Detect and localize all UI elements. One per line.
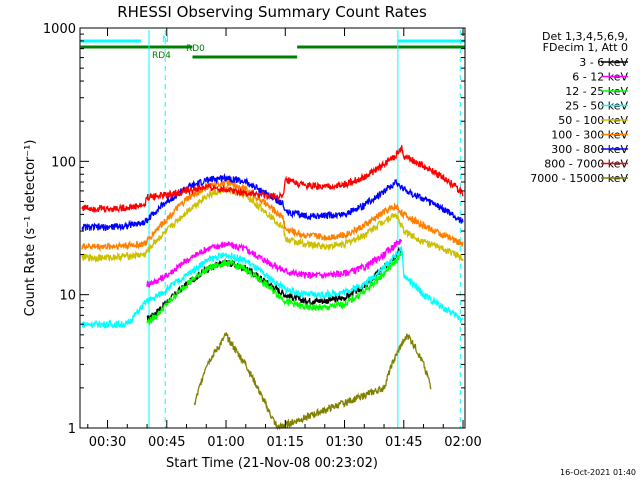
- y-tick-label: 10: [59, 289, 76, 304]
- x-tick-label: 01:30: [326, 435, 363, 450]
- x-tick-label: 02:00: [444, 435, 481, 450]
- legend-label: 25 - 50 keV: [565, 100, 628, 113]
- generation-timestamp: 16-Oct-2021 01:40: [560, 468, 636, 477]
- legend-label: 50 - 100 keV: [558, 114, 628, 127]
- series-lines: [81, 145, 464, 431]
- legend-label: 800 - 7000 keV: [544, 158, 628, 171]
- plot-frame: [79, 27, 466, 429]
- legend-label: 12 - 25 keV: [565, 85, 628, 98]
- x-tick-label: 00:45: [148, 435, 185, 450]
- y-tick-label: 1: [68, 422, 76, 437]
- x-tick-label: 01:45: [385, 435, 422, 450]
- legend-label: 300 - 800 keV: [551, 143, 628, 156]
- series-line-8: [81, 145, 464, 214]
- attenuator-markers: [148, 30, 461, 428]
- legend-label: 100 - 300 keV: [551, 129, 628, 142]
- x-axis-label: Start Time (21-Nov-08 00:23:02): [166, 456, 378, 471]
- series-line-3: [146, 252, 403, 327]
- x-tick-label: 01:00: [207, 435, 244, 450]
- series-line-6: [81, 178, 464, 253]
- annotation-rd0: RD0: [186, 44, 205, 54]
- y-axis-label: Count Rate (s⁻¹ detector⁻¹): [23, 140, 38, 317]
- y-tick-label: 100: [51, 155, 76, 170]
- annotation-rd4: RD4: [152, 51, 171, 61]
- y-tick-label: 1000: [43, 22, 76, 37]
- chart-title: RHESSI Observing Summary Count Rates: [117, 3, 427, 21]
- axis-ticks: 00:30 00:45 01:00 01:15 01:30 01:45 02:00 1 10 10…: [43, 22, 482, 450]
- series-line-4: [81, 246, 464, 329]
- series-line-7: [81, 172, 464, 232]
- legend-label: 6 - 12 keV: [572, 71, 628, 84]
- legend-header-line-1: Det 1,3,4,5,6,9,: [542, 30, 628, 43]
- x-tick-label: 00:30: [89, 435, 126, 450]
- x-tick-label: 01:15: [267, 435, 304, 450]
- legend-header-line-2: FDecim 1, Att 0: [543, 41, 628, 54]
- series-line-5: [81, 184, 464, 264]
- legend-label: 7000 - 15000 keV: [530, 172, 628, 185]
- series-line-9: [193, 332, 432, 431]
- series-line-2: [146, 238, 403, 289]
